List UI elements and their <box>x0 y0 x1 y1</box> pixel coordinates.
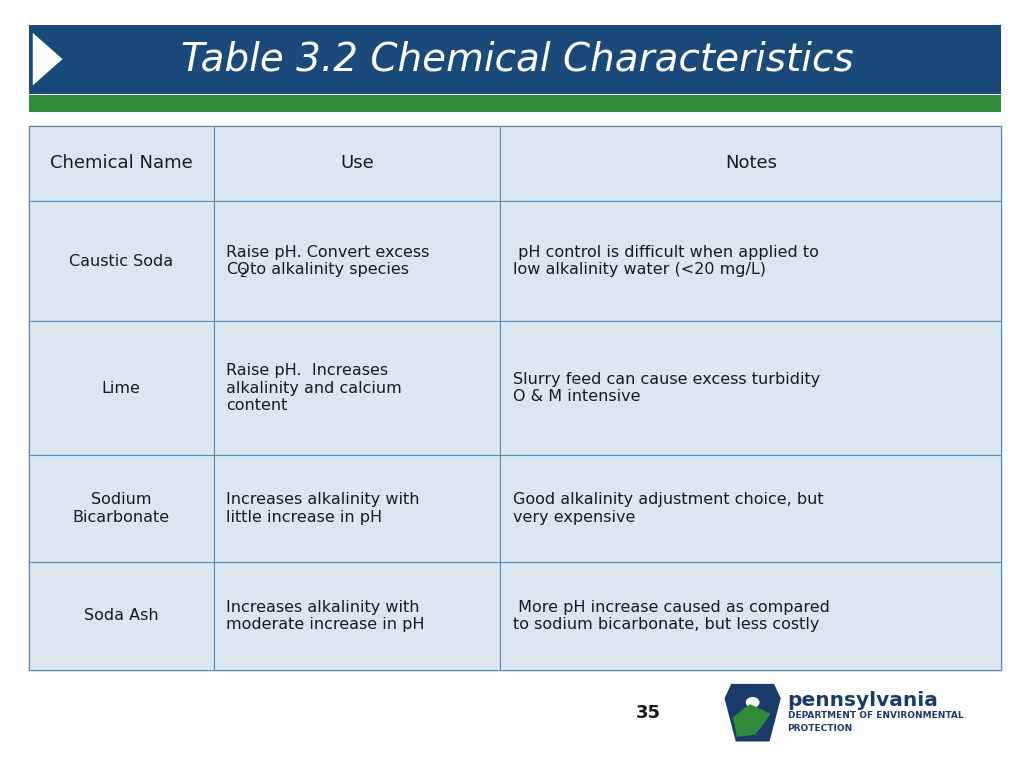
Text: Slurry feed can cause excess turbidity: Slurry feed can cause excess turbidity <box>513 372 820 386</box>
Text: DEPARTMENT OF ENVIRONMENTAL: DEPARTMENT OF ENVIRONMENTAL <box>787 711 964 720</box>
Text: moderate increase in pH: moderate increase in pH <box>225 617 424 632</box>
Text: Use: Use <box>340 154 374 172</box>
Text: low alkalinity water (<20 mg/L): low alkalinity water (<20 mg/L) <box>513 263 766 277</box>
Text: to sodium bicarbonate, but less costly: to sodium bicarbonate, but less costly <box>513 617 819 632</box>
Text: More pH increase caused as compared: More pH increase caused as compared <box>513 600 829 614</box>
Text: 35: 35 <box>636 703 660 722</box>
Text: 2: 2 <box>240 266 247 280</box>
Text: Chemical Name: Chemical Name <box>50 154 193 172</box>
Text: CO: CO <box>225 263 250 277</box>
Text: little increase in pH: little increase in pH <box>225 510 382 525</box>
Text: content: content <box>225 399 287 413</box>
Text: pennsylvania: pennsylvania <box>787 690 938 710</box>
Text: very expensive: very expensive <box>513 510 635 525</box>
Text: Increases alkalinity with: Increases alkalinity with <box>225 600 419 614</box>
Text: pH control is difficult when applied to: pH control is difficult when applied to <box>513 245 818 260</box>
Text: Bicarbonate: Bicarbonate <box>73 510 170 525</box>
Text: Raise pH.  Increases: Raise pH. Increases <box>225 362 388 378</box>
Text: Soda Ash: Soda Ash <box>84 608 159 624</box>
Text: Caustic Soda: Caustic Soda <box>69 253 173 269</box>
Text: Increases alkalinity with: Increases alkalinity with <box>225 492 419 507</box>
Text: PROTECTION: PROTECTION <box>787 724 853 733</box>
Text: Raise pH. Convert excess: Raise pH. Convert excess <box>225 245 429 260</box>
Text: Good alkalinity adjustment choice, but: Good alkalinity adjustment choice, but <box>513 492 823 507</box>
Text: Notes: Notes <box>725 154 777 172</box>
Text: alkalinity and calcium: alkalinity and calcium <box>225 381 401 396</box>
Text: Table 3.2 Chemical Characteristics: Table 3.2 Chemical Characteristics <box>181 40 853 78</box>
Text: O & M intensive: O & M intensive <box>513 389 640 405</box>
Text: to alkalinity species: to alkalinity species <box>245 263 409 277</box>
Text: Lime: Lime <box>101 381 140 396</box>
Text: Sodium: Sodium <box>91 492 152 507</box>
